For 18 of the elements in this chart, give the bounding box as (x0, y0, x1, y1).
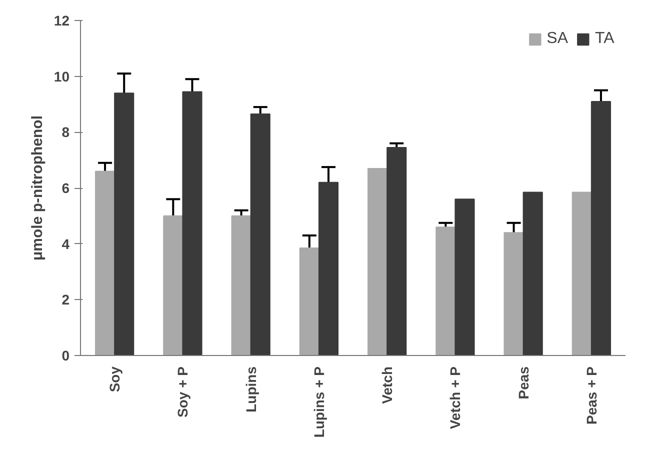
y-tick-label: 6 (62, 180, 70, 196)
x-tick-label: Vetch (379, 366, 396, 404)
y-tick-label: 10 (54, 68, 70, 84)
x-tick-label: Soy (106, 366, 123, 392)
x-tick-label: Peas (515, 366, 532, 400)
y-tick-label: 12 (54, 12, 70, 28)
y-tick-label: 2 (62, 292, 70, 308)
x-tick-label: Vetch + P (447, 366, 464, 430)
x-tick-label: Lupins + P (310, 366, 327, 438)
x-tick-label: Lupins (242, 366, 259, 412)
y-tick-label: 0 (62, 348, 70, 364)
y-tick-label: 8 (62, 124, 70, 140)
x-tick-label: Soy + P (174, 366, 191, 418)
y-axis-title: μmole p-nitrophenol (28, 116, 46, 260)
y-tick-label: 4 (62, 236, 70, 252)
legend-label: TA (595, 30, 615, 48)
legend-label: SA (546, 30, 568, 48)
x-tick-label: Peas + P (583, 366, 600, 424)
